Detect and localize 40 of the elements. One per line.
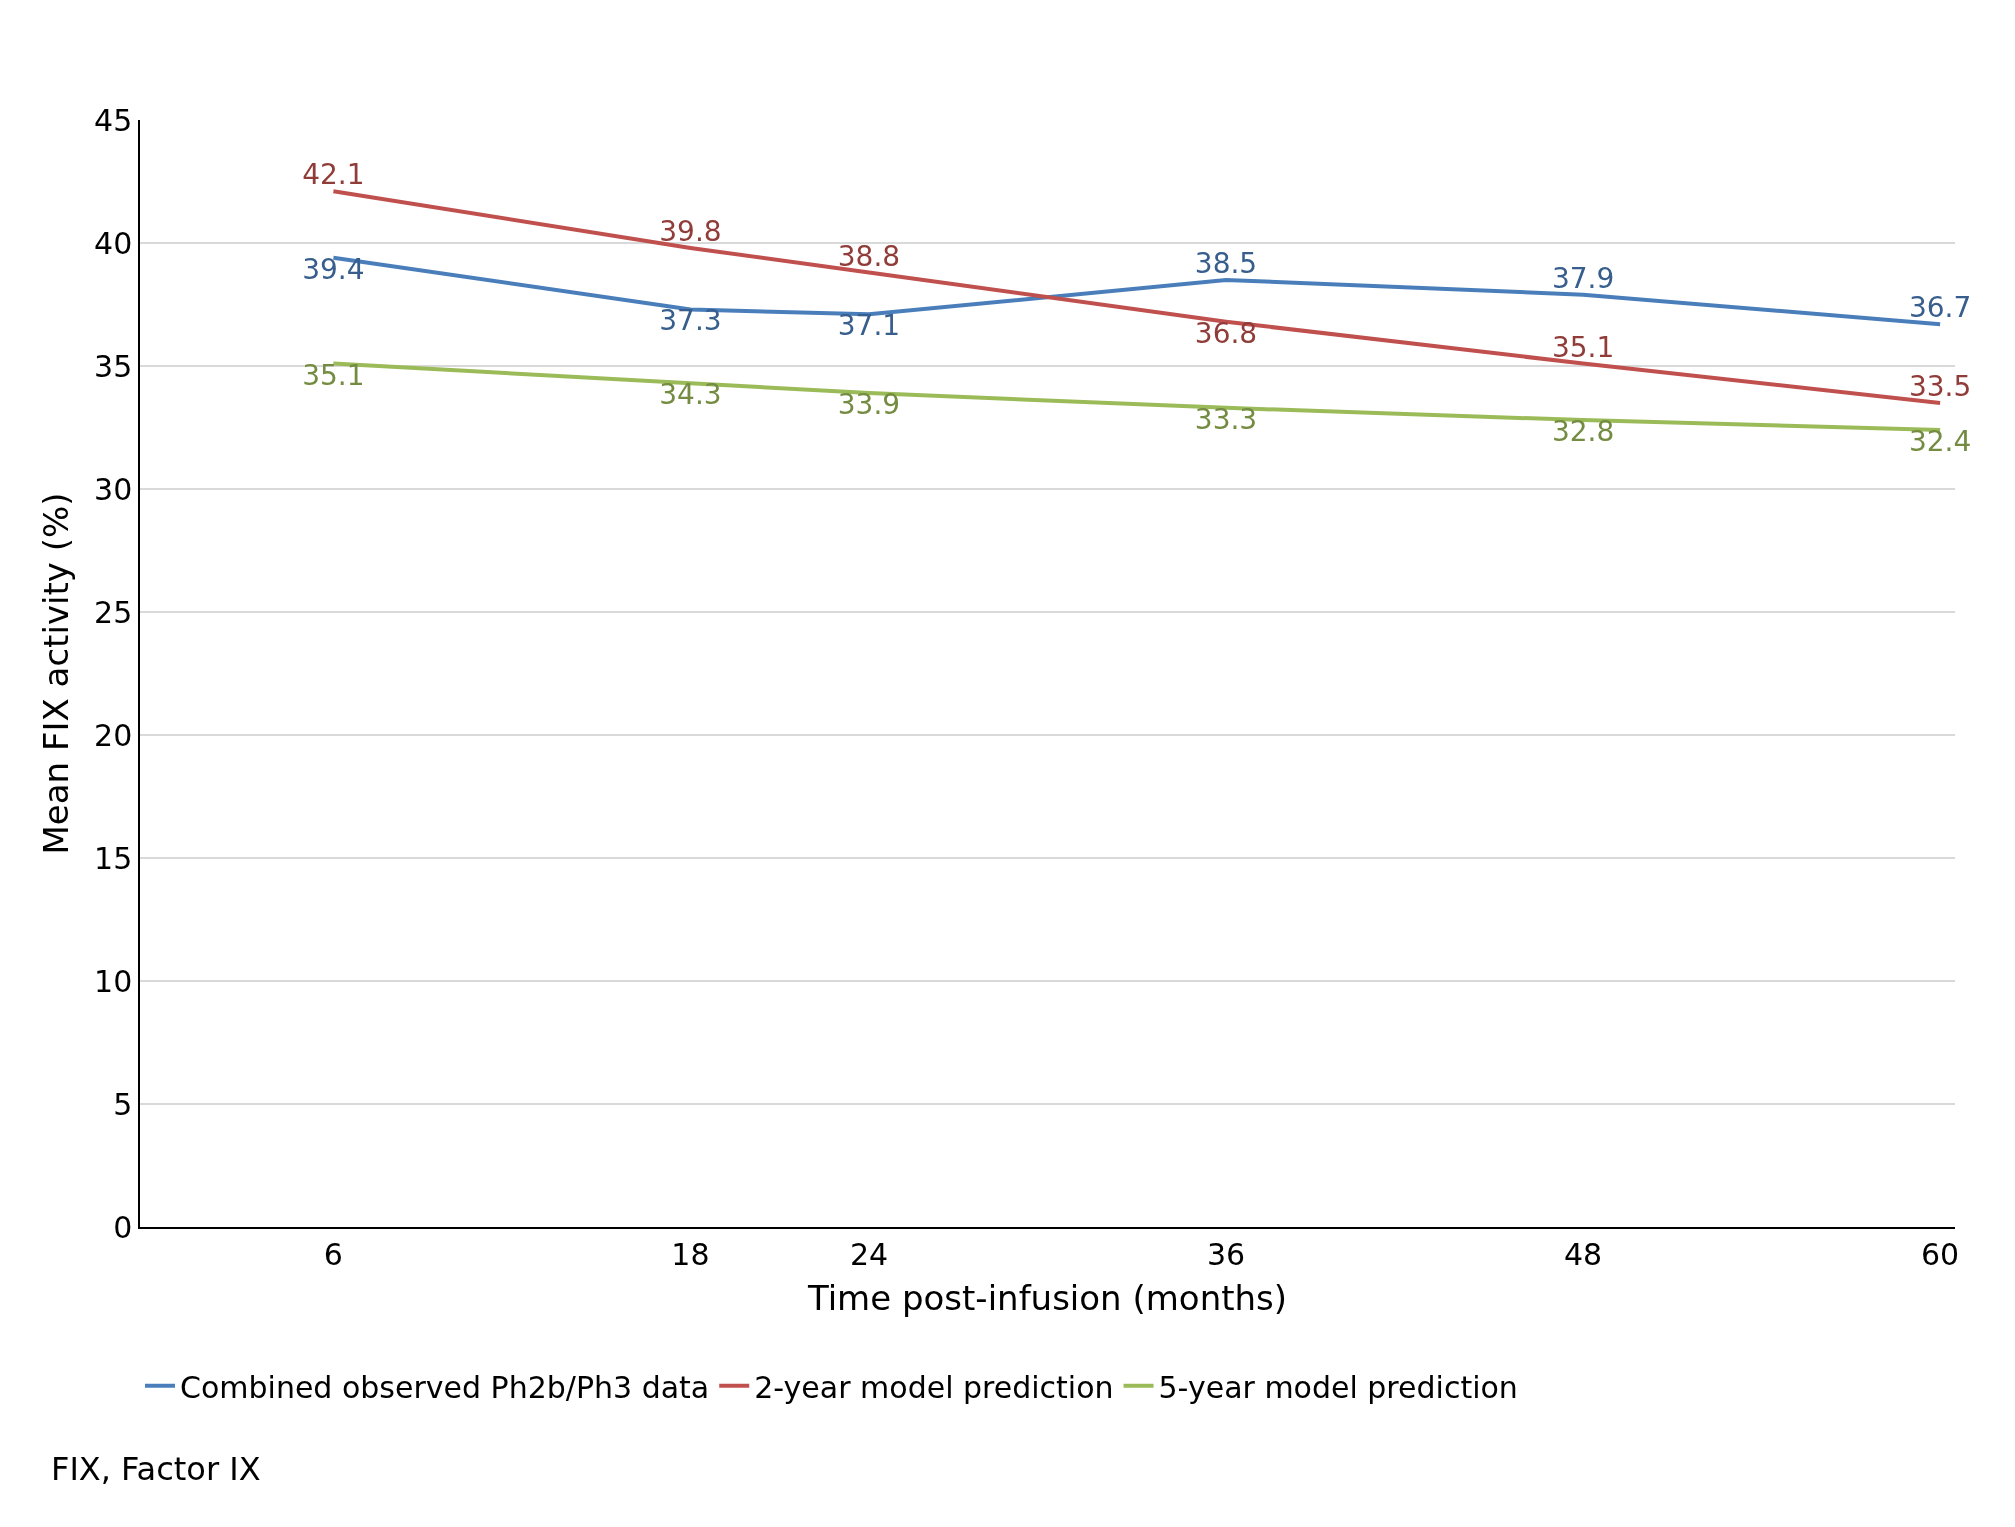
data-label: 32.4 [1908, 424, 1972, 458]
x-tick-label: 6 [323, 1236, 343, 1272]
data-label: 38.5 [1194, 246, 1258, 280]
data-label: 33.3 [1194, 402, 1258, 436]
data-label: 33.9 [837, 388, 901, 422]
y-tick-label: 15 [94, 840, 133, 876]
data-label: 39.8 [659, 214, 722, 248]
data-label: 36.7 [1908, 291, 1972, 325]
y-tick-label: 20 [94, 717, 133, 753]
data-label: 37.1 [837, 309, 901, 343]
y-tick-label: 25 [94, 594, 133, 630]
data-label: 38.8 [837, 239, 901, 273]
legend-label: 2-year model prediction [754, 1369, 1114, 1405]
x-tick-label: 60 [1921, 1236, 1960, 1272]
text: FIX, Factor IX [51, 1450, 261, 1488]
y-tick-label: 0 [113, 1209, 133, 1245]
x-axis-title: Time post-infusion (months) [806, 1277, 1288, 1318]
data-label: 34.3 [659, 378, 722, 412]
y-tick-label: 30 [94, 471, 133, 507]
x-tick-label: 24 [849, 1236, 889, 1272]
x-tick-label: 18 [671, 1236, 710, 1272]
y-tick-label: 45 [94, 102, 133, 138]
data-label: 42.1 [302, 158, 365, 192]
data-label: 37.9 [1551, 261, 1615, 295]
data-label: 35.1 [1551, 330, 1615, 364]
legend-label: Combined observed Ph2b/Ph3 data [180, 1369, 710, 1405]
data-label: 33.5 [1908, 369, 1972, 403]
legend-label: 5-year model prediction [1158, 1369, 1518, 1405]
x-tick-label: 48 [1563, 1236, 1603, 1272]
data-label: 35.1 [302, 358, 365, 392]
y-tick-label: 40 [94, 225, 133, 261]
y-tick-label: 35 [94, 348, 133, 384]
y-axis-title: Mean FIX activity (%) [36, 492, 77, 855]
data-label: 37.3 [659, 304, 722, 338]
y-tick-label: 10 [94, 963, 133, 999]
data-label: 32.8 [1551, 415, 1615, 449]
y-tick-label: 5 [113, 1086, 133, 1122]
x-tick-label: 36 [1206, 1236, 1246, 1272]
data-label: 39.4 [302, 252, 365, 286]
data-label: 36.8 [1194, 316, 1258, 350]
